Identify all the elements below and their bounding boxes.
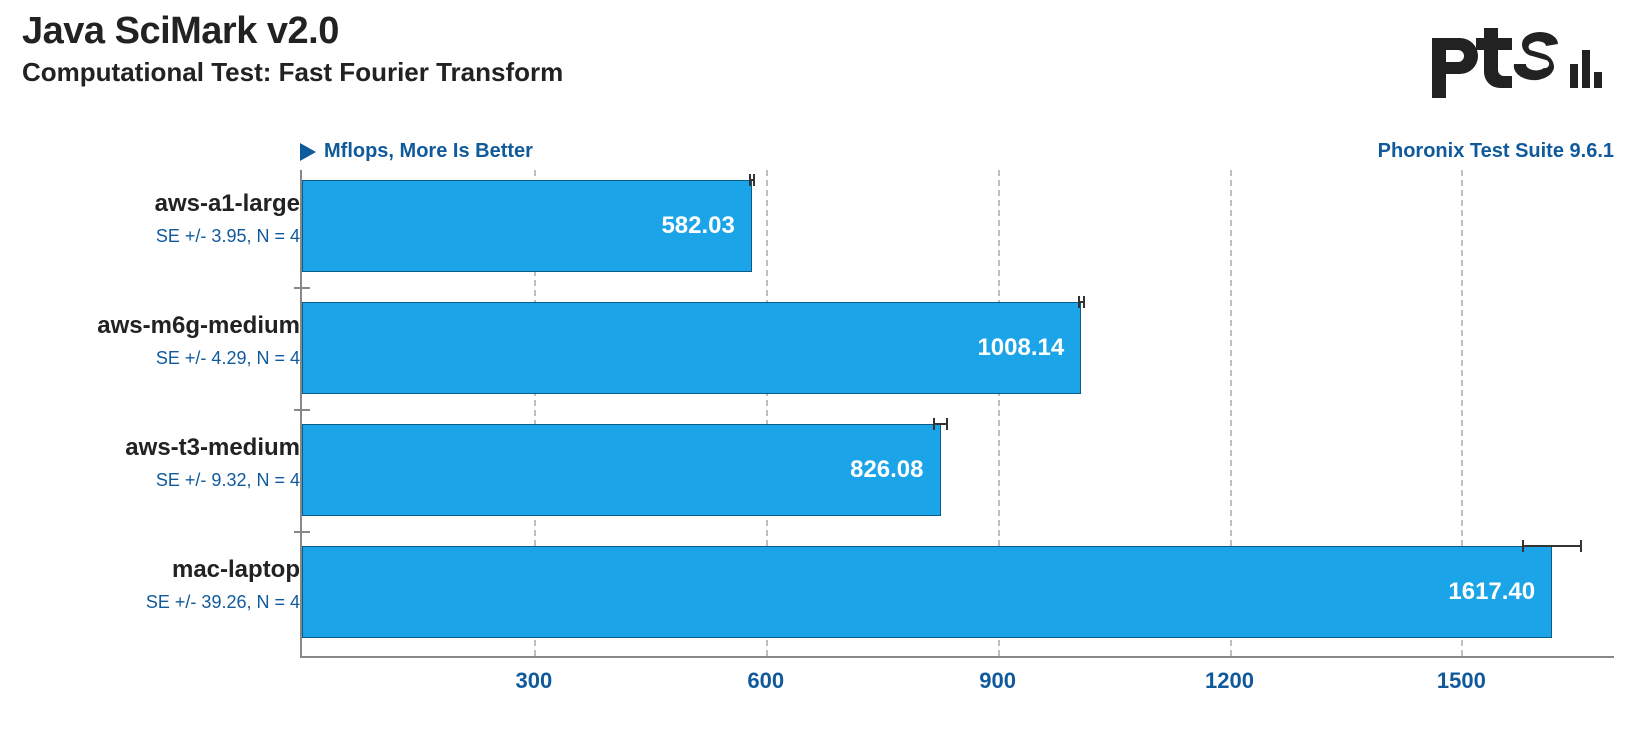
x-tick-label: 300 — [516, 668, 553, 694]
bar-se-label: SE +/- 3.95, N = 4 — [20, 226, 300, 247]
bar: 1008.14 — [302, 302, 1081, 394]
bar-name: aws-t3-medium — [20, 434, 300, 462]
suite-label: Phoronix Test Suite 9.6.1 — [1378, 140, 1614, 163]
x-tick-label: 900 — [979, 668, 1016, 694]
chart-subtitle: Computational Test: Fast Fourier Transfo… — [22, 57, 563, 88]
pts-logo — [1426, 20, 1606, 105]
error-bar — [1522, 540, 1583, 552]
bar-label-group: aws-a1-large SE +/- 3.95, N = 4 — [20, 190, 300, 247]
bar: 582.03 — [302, 180, 752, 272]
bar-se-label: SE +/- 4.29, N = 4 — [20, 348, 300, 369]
axis-tick — [294, 287, 310, 289]
bar-name: aws-m6g-medium — [20, 312, 300, 340]
metric-text: Mflops, More Is Better — [324, 140, 533, 163]
bar: 826.08 — [302, 424, 941, 516]
triangle-right-icon — [300, 143, 316, 161]
bar-label-group: aws-t3-medium SE +/- 9.32, N = 4 — [20, 434, 300, 491]
bar-se-label: SE +/- 9.32, N = 4 — [20, 470, 300, 491]
bar-name: aws-a1-large — [20, 190, 300, 218]
x-tick-label: 600 — [747, 668, 784, 694]
bar-label-group: aws-m6g-medium SE +/- 4.29, N = 4 — [20, 312, 300, 369]
x-tick-label: 1200 — [1205, 668, 1254, 694]
bar-label-group: mac-laptop SE +/- 39.26, N = 4 — [20, 556, 300, 613]
bar-name: mac-laptop — [20, 556, 300, 584]
error-bar — [749, 174, 755, 186]
error-bar — [933, 418, 947, 430]
axis-tick — [294, 409, 310, 411]
x-tick-label: 1500 — [1437, 668, 1486, 694]
chart-header: Java SciMark v2.0 Computational Test: Fa… — [22, 10, 563, 88]
error-bar — [1078, 296, 1085, 308]
metric-label: Mflops, More Is Better — [300, 140, 533, 163]
axis-tick — [294, 531, 310, 533]
chart-plot-area: 30060090012001500582.031008.14826.081617… — [300, 170, 1614, 658]
chart-meta-row: Mflops, More Is Better Phoronix Test Sui… — [300, 140, 1614, 163]
chart-title: Java SciMark v2.0 — [22, 10, 563, 53]
bar: 1617.40 — [302, 546, 1552, 638]
bar-se-label: SE +/- 39.26, N = 4 — [20, 592, 300, 613]
